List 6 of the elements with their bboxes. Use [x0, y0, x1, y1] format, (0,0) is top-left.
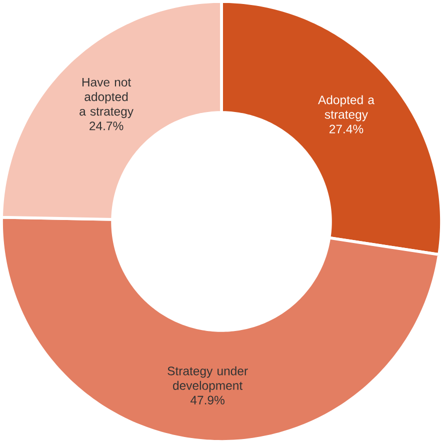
slice-label: Strategy under development	[168, 366, 248, 392]
slice-label: Have not adopted a strategy	[80, 78, 134, 118]
data-label: 24.7%	[90, 122, 124, 130]
slice-label: Adopted a strategy	[318, 95, 374, 122]
data-label: 47.9%	[190, 396, 224, 404]
data-label: 27.4%	[330, 124, 364, 134]
